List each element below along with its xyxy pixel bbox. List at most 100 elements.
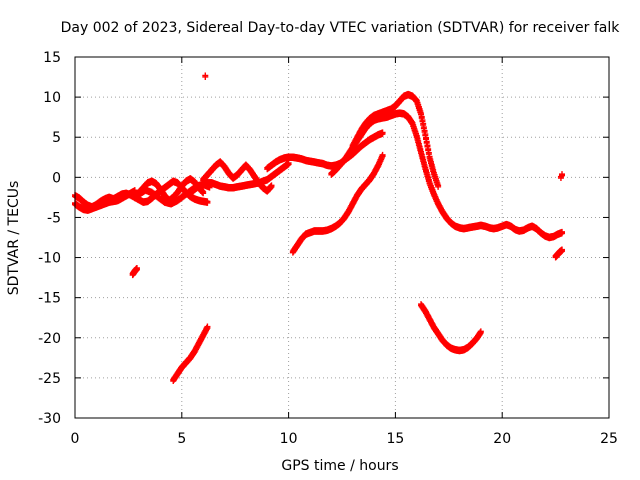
data-point (379, 151, 386, 160)
series-arc-b (72, 187, 138, 214)
series-arc-j (289, 151, 386, 256)
data-point (246, 165, 253, 174)
data-point (163, 193, 170, 202)
data-point (425, 145, 432, 154)
data-point (428, 161, 435, 169)
data-point (419, 117, 426, 125)
data-point (252, 173, 259, 182)
data-point (227, 171, 234, 179)
data-point (435, 200, 442, 208)
data-point (161, 191, 168, 200)
data-point (416, 105, 423, 114)
x-tick-label: 10 (280, 431, 298, 447)
data-point (225, 169, 232, 178)
data-point (428, 158, 434, 167)
y-tick-label: 15 (43, 50, 61, 66)
data-point (224, 167, 231, 175)
data-point (423, 169, 430, 178)
x-tick-label: 0 (71, 431, 80, 447)
data-point (413, 97, 420, 105)
data-point (182, 187, 189, 196)
series-isolated (202, 72, 566, 182)
data-point (411, 126, 418, 134)
data-layer (72, 72, 566, 384)
data-point (428, 184, 435, 193)
data-point (421, 162, 428, 170)
data-point (430, 188, 437, 197)
data-point (442, 212, 449, 220)
data-point (443, 214, 450, 222)
data-point (418, 302, 425, 310)
data-point (430, 323, 437, 332)
data-point (421, 127, 428, 136)
data-point (434, 180, 441, 188)
data-point (413, 96, 420, 105)
data-point (420, 305, 427, 313)
data-point (158, 187, 165, 196)
data-point (413, 132, 420, 141)
data-point (423, 134, 430, 143)
data-point (418, 148, 425, 157)
series-arc-g (264, 129, 386, 173)
data-point (433, 178, 440, 186)
data-point (222, 165, 229, 173)
data-point (431, 171, 438, 180)
series-arc-n (552, 246, 566, 261)
data-point (430, 169, 437, 178)
data-point (429, 186, 436, 195)
data-point (251, 172, 258, 181)
x-axis-label: GPS time / hours (281, 458, 398, 474)
y-tick-label: 0 (52, 170, 61, 186)
data-point (156, 194, 163, 202)
data-point (412, 95, 419, 104)
data-point (433, 196, 440, 205)
data-point (424, 311, 431, 320)
data-point (154, 192, 161, 201)
data-point (409, 119, 416, 128)
data-point (202, 72, 209, 80)
data-point (252, 174, 259, 183)
data-point (257, 181, 264, 190)
data-point (417, 108, 424, 116)
data-point (413, 130, 420, 138)
data-point (258, 182, 265, 190)
data-point (430, 190, 437, 198)
data-point (160, 197, 167, 206)
data-point (421, 306, 428, 314)
data-point (431, 191, 438, 200)
data-point (219, 160, 226, 169)
data-point (175, 179, 182, 188)
data-point (437, 334, 444, 342)
data-point (420, 120, 427, 129)
data-point (410, 93, 417, 101)
data-point (414, 135, 421, 143)
data-point (423, 138, 430, 147)
data-point (175, 180, 182, 189)
data-point (153, 180, 160, 189)
tick-layer: 0 5 10 15 20 25 -30 -25 -20 -15 -10 -5 0 5 10 15 (38, 50, 618, 447)
data-point (432, 326, 439, 335)
data-point (428, 319, 435, 328)
data-point (435, 329, 442, 338)
data-point (439, 208, 446, 216)
data-point (432, 175, 439, 184)
data-point (148, 188, 155, 197)
data-point (223, 166, 230, 174)
data-point (420, 124, 427, 132)
data-point (153, 191, 160, 200)
data-point (218, 159, 225, 168)
data-point (204, 198, 211, 206)
data-point (244, 163, 251, 171)
data-point (429, 164, 436, 172)
data-point (427, 181, 434, 189)
data-point (420, 304, 427, 312)
data-point (432, 173, 439, 182)
data-point (220, 161, 227, 169)
data-point (409, 92, 416, 101)
data-point (559, 228, 566, 237)
data-point (430, 322, 437, 330)
data-point (227, 171, 234, 180)
data-point (434, 198, 441, 206)
